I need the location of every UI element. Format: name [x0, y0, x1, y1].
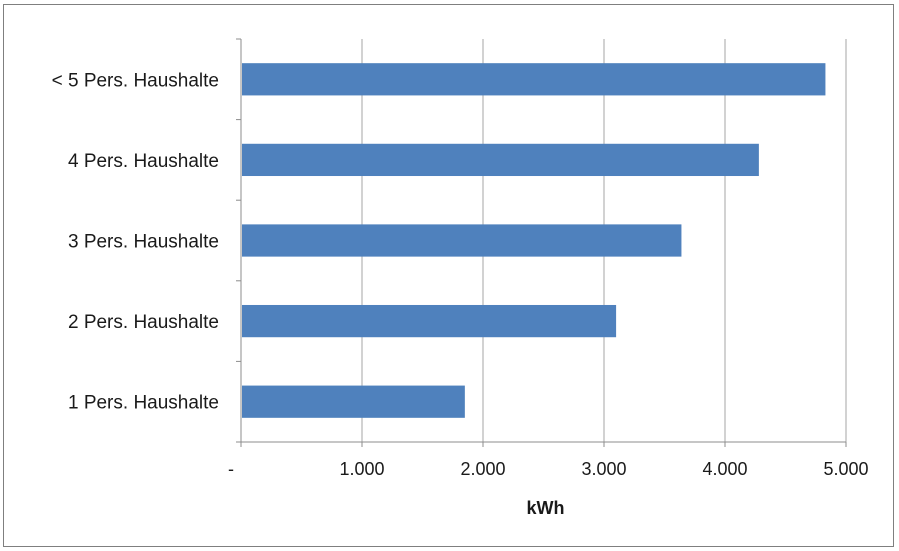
- bars: [242, 63, 826, 418]
- x-tick-label-0: -: [228, 459, 234, 479]
- x-tick-label-3: 3.000: [581, 459, 626, 479]
- bar-0: [242, 63, 826, 96]
- x-tick-label-5: 5.000: [823, 459, 868, 479]
- bar-2: [242, 224, 682, 257]
- x-tick-label-1: 1.000: [339, 459, 384, 479]
- category-label-3: 2 Pers. Haushalte: [68, 312, 219, 333]
- category-label-2: 3 Pers. Haushalte: [68, 232, 219, 253]
- category-label-0: < 5 Pers. Haushalte: [52, 70, 219, 91]
- chart-frame: < 5 Pers. Haushalte 4 Pers. Haushalte 3 Pe…: [3, 4, 894, 547]
- category-label-4: 1 Pers. Haushalte: [68, 393, 219, 414]
- bar-4: [242, 385, 465, 418]
- category-label-1: 4 Pers. Haushalte: [68, 151, 219, 172]
- bar-chart: < 5 Pers. Haushalte 4 Pers. Haushalte 3 Pe…: [52, 38, 869, 518]
- x-axis-title: kWh: [527, 498, 565, 518]
- x-tick-label-2: 2.000: [460, 459, 505, 479]
- x-tick-label-4: 4.000: [702, 459, 747, 479]
- bar-3: [242, 304, 617, 338]
- axes: [236, 38, 847, 447]
- labels: < 5 Pers. Haushalte 4 Pers. Haushalte 3 Pe…: [52, 70, 869, 479]
- bar-1: [242, 143, 759, 177]
